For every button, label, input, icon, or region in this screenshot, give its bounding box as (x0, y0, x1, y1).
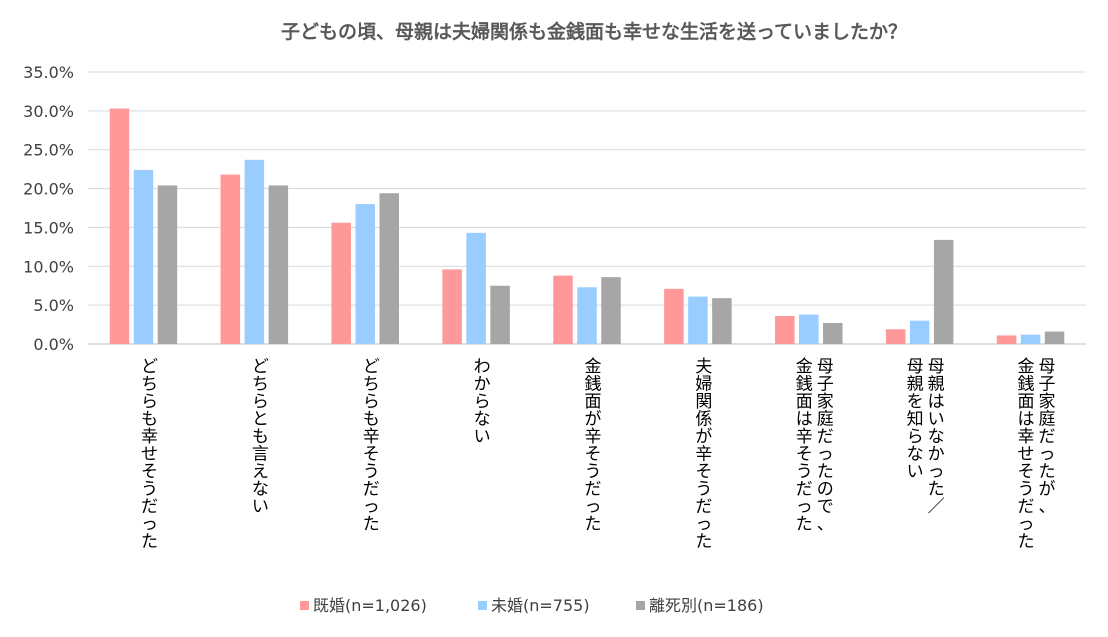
bar-1-5 (553, 275, 573, 344)
bar-3-3 (379, 193, 399, 344)
legend-swatch (478, 601, 487, 610)
bar-3-1 (157, 185, 178, 344)
category-label: 金銭面が辛そうだった (585, 357, 602, 535)
bars (109, 108, 1065, 344)
category-label: どちらとも言えない (252, 357, 269, 517)
legend-label: 既婚(n=1,026) (313, 596, 427, 615)
bar-2-4 (466, 232, 486, 344)
bar-1-8 (885, 329, 906, 344)
bar-2-5 (577, 287, 597, 344)
bar-3-5 (601, 277, 621, 344)
legend-swatch (300, 601, 309, 610)
y-tick-label: 20.0% (23, 180, 74, 199)
bar-1-6 (664, 288, 684, 344)
legend-label: 未婚(n=755) (491, 596, 590, 615)
bar-1-4 (442, 269, 462, 344)
y-tick-label: 10.0% (23, 257, 74, 276)
category-labels: どちらも幸せそうだった どちらとも言えない どちらも辛そうだった わからない 金銭面が辛… (141, 357, 1056, 552)
y-tick-label: 15.0% (23, 218, 74, 237)
category-label: どちらも幸せそうだった (141, 357, 158, 552)
bar-1-1 (109, 108, 130, 344)
y-axis-ticks: 0.0% 5.0% 10.0% 15.0% 20.0% 25.0% 30.0% 35.0% (23, 63, 74, 354)
bar-2-8 (909, 320, 930, 344)
category-label: わからない (474, 357, 491, 447)
bar-2-2 (244, 159, 265, 344)
bar-3-6 (712, 298, 732, 344)
bar-1-9 (996, 335, 1017, 344)
bar-3-8 (933, 239, 954, 344)
y-tick-label: 0.0% (33, 335, 74, 354)
bar-1-7 (775, 316, 795, 344)
legend: 既婚(n=1,026) 未婚(n=755) 離死別(n=186) (300, 596, 764, 615)
chart-title: 子どもの頃、母親は夫婦関係も金銭面も幸せな生活を送っていましたか？ (281, 20, 907, 43)
category-label: どちらも辛そうだった (363, 357, 380, 535)
bar-2-9 (1020, 334, 1041, 344)
bar-1-2 (220, 174, 241, 344)
y-tick-label: 25.0% (23, 141, 74, 160)
bar-2-7 (799, 314, 819, 344)
y-tick-label: 30.0% (23, 102, 74, 121)
category-label: 夫婦関係が辛そうだった (695, 357, 712, 552)
bar-1-3 (331, 222, 351, 344)
legend-label: 離死別(n=186) (649, 596, 764, 615)
bar-3-7 (823, 323, 843, 344)
category-label: 母子家庭だったので、金銭面は辛そうだった (796, 357, 834, 535)
bar-2-6 (688, 296, 708, 344)
category-label: 母子家庭だったが、金銭面は幸せそうだった (1018, 357, 1056, 552)
bar-3-9 (1044, 331, 1065, 344)
bar-3-4 (490, 285, 510, 344)
category-label: 母親はいなかった／母親を知らない (907, 357, 945, 517)
bar-2-3 (355, 204, 375, 344)
y-tick-label: 35.0% (23, 63, 74, 82)
bar-3-2 (268, 185, 289, 344)
y-tick-label: 5.0% (33, 296, 74, 315)
bar-2-1 (133, 169, 154, 344)
legend-swatch (636, 601, 645, 610)
